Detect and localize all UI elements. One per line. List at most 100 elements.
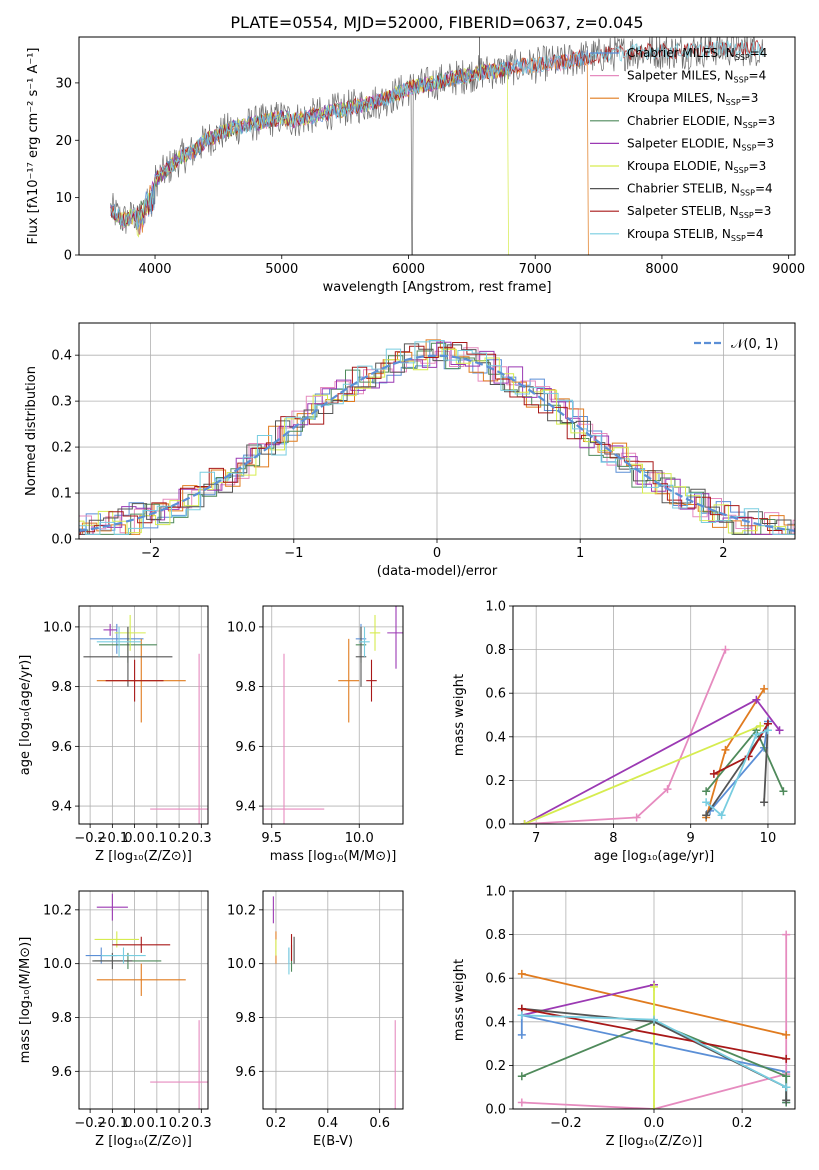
errorbar-point bbox=[366, 659, 377, 702]
legend-subscript: SSP bbox=[743, 121, 758, 130]
y-tick-label: 9.4 bbox=[51, 800, 72, 815]
x-tick-label: 8000 bbox=[645, 262, 678, 277]
weight-marker bbox=[709, 769, 718, 778]
y-tick-label: 0.0 bbox=[485, 1103, 506, 1118]
weight-marker bbox=[702, 811, 711, 820]
y-tick-label: 10.2 bbox=[43, 903, 72, 918]
age-vs-Z-axes: −0.2−0.10.0 0.1 0.2 0.3 9.4 9.6 9.8 10.0 Z [log₁… bbox=[18, 606, 212, 864]
weight-marker bbox=[702, 798, 711, 807]
weight-marker bbox=[760, 798, 769, 807]
spectrum-series bbox=[110, 37, 764, 255]
errorbar-point bbox=[263, 653, 325, 824]
y-tick-label: 9.8 bbox=[51, 680, 72, 695]
legend-subscript: SSP bbox=[734, 76, 749, 85]
weight-line-salpeter-elodie bbox=[524, 698, 781, 824]
y-tick-label: 0.8 bbox=[485, 928, 506, 943]
y-tick-label: 0.0 bbox=[485, 818, 506, 833]
y-tick-label: 0.2 bbox=[485, 1059, 506, 1074]
y-axis-label: mass weight bbox=[452, 674, 467, 756]
y-tick-label: 10.0 bbox=[43, 957, 72, 972]
errorbar-point bbox=[96, 626, 142, 657]
legend-entry: Chabrier STELIB, NSSP=4 bbox=[627, 182, 773, 198]
legend-subscript: SSP bbox=[734, 166, 749, 175]
legend-nssp: =4 bbox=[755, 182, 773, 196]
errorbar-point bbox=[112, 936, 171, 953]
legend-entry: Kroupa MILES, NSSP=3 bbox=[627, 91, 758, 107]
x-tick-label: −0.1 bbox=[97, 831, 129, 846]
weight-marker bbox=[517, 969, 526, 978]
errorbar-point bbox=[103, 623, 117, 636]
y-tick-label: 10.0 bbox=[43, 620, 72, 635]
x-tick-label: −0.2 bbox=[74, 1116, 106, 1131]
y-tick-label: 9.8 bbox=[235, 680, 256, 695]
axes-frame bbox=[262, 605, 404, 825]
residual-legend: 𝒩(0, 1) bbox=[694, 337, 778, 352]
histogram-salpeter-stelib bbox=[79, 342, 795, 535]
x-tick-label: 7 bbox=[532, 831, 540, 846]
errorbar-point bbox=[369, 614, 381, 651]
errorbar-point bbox=[83, 626, 173, 687]
axes-frame bbox=[78, 36, 796, 256]
y-tick-label: 0.6 bbox=[485, 687, 506, 702]
x-axis-label: Z [log₁₀(Z/Z⊙)] bbox=[95, 1134, 192, 1149]
weight-marker bbox=[632, 813, 641, 822]
weight-marker bbox=[520, 820, 529, 824]
weight-marker bbox=[775, 726, 784, 735]
y-tick-label: 9.6 bbox=[51, 740, 72, 755]
errorbar-point bbox=[387, 606, 403, 669]
x-axis-label: (data-model)/error bbox=[377, 564, 498, 579]
x-axis-label: Z [log₁₀(Z/Z⊙)] bbox=[606, 1134, 703, 1149]
age-vs-mass-points bbox=[263, 606, 403, 824]
x-tick-label: −1 bbox=[284, 546, 303, 561]
legend-entry: Kroupa ELODIE, NSSP=3 bbox=[627, 159, 766, 175]
weight-marker bbox=[721, 745, 730, 754]
weight-marker bbox=[517, 1072, 526, 1081]
figure-title: PLATE=0554, MJD=52000, FIBERID=0637, z=0… bbox=[230, 13, 643, 32]
x-axis-label: Z [log₁₀(Z/Z⊙)] bbox=[95, 849, 192, 864]
weight-marker bbox=[779, 787, 788, 796]
weight-marker bbox=[650, 982, 658, 991]
legend-entry: Salpeter ELODIE, NSSP=3 bbox=[627, 136, 774, 152]
x-tick-label: 0.0 bbox=[124, 831, 145, 846]
y-tick-label: 0.0 bbox=[51, 533, 72, 548]
y-axis-label: Flux [fλ10⁻¹⁷ erg cm⁻² s⁻¹ A⁻¹] bbox=[26, 48, 41, 245]
errorbar-point bbox=[114, 614, 146, 651]
x-tick-label: 9.5 bbox=[261, 831, 282, 846]
legend-nssp: =3 bbox=[754, 204, 772, 218]
weight-marker bbox=[752, 695, 761, 704]
legend-entry: Kroupa STELIB, NSSP=4 bbox=[627, 227, 764, 243]
legend-nssp: =4 bbox=[746, 227, 764, 241]
axes-frame bbox=[512, 605, 796, 825]
x-tick-label: 1 bbox=[576, 546, 584, 561]
legend-label: Kroupa STELIB, N bbox=[627, 227, 731, 241]
weight-line-kroupa-miles bbox=[705, 688, 765, 818]
y-tick-label: 1.0 bbox=[485, 600, 506, 615]
errorbar-point bbox=[96, 893, 128, 921]
legend-subscript: SSP bbox=[735, 53, 750, 62]
errorbar-point bbox=[338, 638, 360, 723]
weight-marker bbox=[721, 645, 730, 654]
axes-frame bbox=[512, 890, 796, 1110]
legend-label: Salpeter MILES, N bbox=[627, 69, 734, 83]
x-tick-label: 0.3 bbox=[191, 1116, 212, 1131]
legend-entry: Salpeter MILES, NSSP=4 bbox=[627, 69, 766, 85]
weight-marker bbox=[782, 1083, 791, 1092]
weight-line-kroupa-elodie bbox=[524, 725, 761, 824]
y-tick-label: 9.6 bbox=[51, 1065, 72, 1080]
age-vs-mass-axes: 9.5 10.0 9.4 9.6 9.8 10.0 mass [log₁₀(M/M⊙)] bbox=[227, 606, 403, 864]
weight-marker bbox=[760, 684, 769, 693]
weight-vs-age-series bbox=[520, 645, 788, 824]
mass-vs-Z-points bbox=[85, 893, 208, 1109]
legend-label: Salpeter ELODIE, N bbox=[627, 136, 741, 150]
x-tick-label: 0 bbox=[433, 546, 441, 561]
legend-label: Kroupa ELODIE, N bbox=[627, 159, 734, 173]
spectrum-line-kroupa-stelib bbox=[110, 40, 764, 230]
legend-nssp: =4 bbox=[750, 46, 768, 60]
legend-label: Chabrier ELODIE, N bbox=[627, 114, 743, 128]
x-tick-label: 2 bbox=[719, 546, 727, 561]
axes-frame bbox=[262, 890, 404, 1110]
legend-subscript: SSP bbox=[741, 143, 756, 152]
errorbar-point bbox=[359, 626, 370, 657]
x-tick-label: −0.1 bbox=[97, 1116, 129, 1131]
errorbar-point bbox=[150, 1020, 208, 1109]
